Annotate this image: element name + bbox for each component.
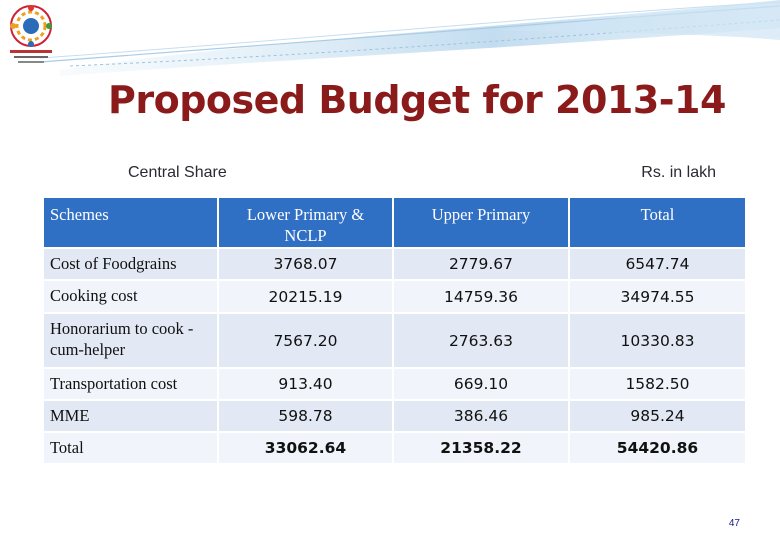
budget-table: Schemes Lower Primary & NCLP Upper Prima…	[42, 196, 747, 465]
header-lower-primary: Lower Primary & NCLP	[217, 196, 394, 249]
row-upper-primary: 2779.67	[392, 247, 570, 281]
row-scheme: Transportation cost	[42, 367, 219, 401]
row-total: 985.24	[568, 399, 747, 433]
header-upper-primary: Upper Primary	[392, 196, 570, 249]
row-total: 54420.86	[568, 431, 747, 465]
row-lower-primary: 3768.07	[217, 247, 394, 281]
header-total: Total	[568, 196, 747, 249]
table-header-row: Schemes Lower Primary & NCLP Upper Prima…	[42, 196, 747, 249]
row-lower-primary: 33062.64	[217, 431, 394, 465]
row-total: 1582.50	[568, 367, 747, 401]
row-total: 10330.83	[568, 312, 747, 369]
row-lower-primary: 20215.19	[217, 279, 394, 314]
row-upper-primary: 386.46	[392, 399, 570, 433]
table-row: Transportation cost 913.40 669.10 1582.5…	[42, 367, 747, 401]
row-scheme: MME	[42, 399, 219, 433]
row-scheme: Cooking cost	[42, 279, 219, 314]
row-upper-primary: 14759.36	[392, 279, 570, 314]
table-row: Cooking cost 20215.19 14759.36 34974.55	[42, 279, 747, 314]
row-lower-primary: 913.40	[217, 367, 394, 401]
row-lower-primary: 598.78	[217, 399, 394, 433]
row-scheme: Cost of Foodgrains	[42, 247, 219, 281]
slide-title: Proposed Budget for 2013-14	[108, 78, 726, 122]
emblem-logo	[10, 5, 52, 63]
row-upper-primary: 21358.22	[392, 431, 570, 465]
table-row: Honorarium to cook -cum-helper 7567.20 2…	[42, 312, 747, 369]
units-label: Rs. in lakh	[641, 164, 716, 181]
row-lower-primary: 7567.20	[217, 312, 394, 369]
page-number: 47	[728, 518, 740, 529]
row-upper-primary: 2763.63	[392, 312, 570, 369]
row-total: 34974.55	[568, 279, 747, 314]
row-scheme: Total	[42, 431, 219, 465]
header-schemes: Schemes	[42, 196, 219, 249]
table-row-total: Total 33062.64 21358.22 54420.86	[42, 431, 747, 465]
table-row: MME 598.78 386.46 985.24	[42, 399, 747, 433]
row-upper-primary: 669.10	[392, 367, 570, 401]
row-scheme: Honorarium to cook -cum-helper	[42, 312, 219, 369]
table-row: Cost of Foodgrains 3768.07 2779.67 6547.…	[42, 247, 747, 281]
central-share-label: Central Share	[128, 164, 227, 181]
header-swoosh-decoration	[39, 0, 780, 76]
row-total: 6547.74	[568, 247, 747, 281]
